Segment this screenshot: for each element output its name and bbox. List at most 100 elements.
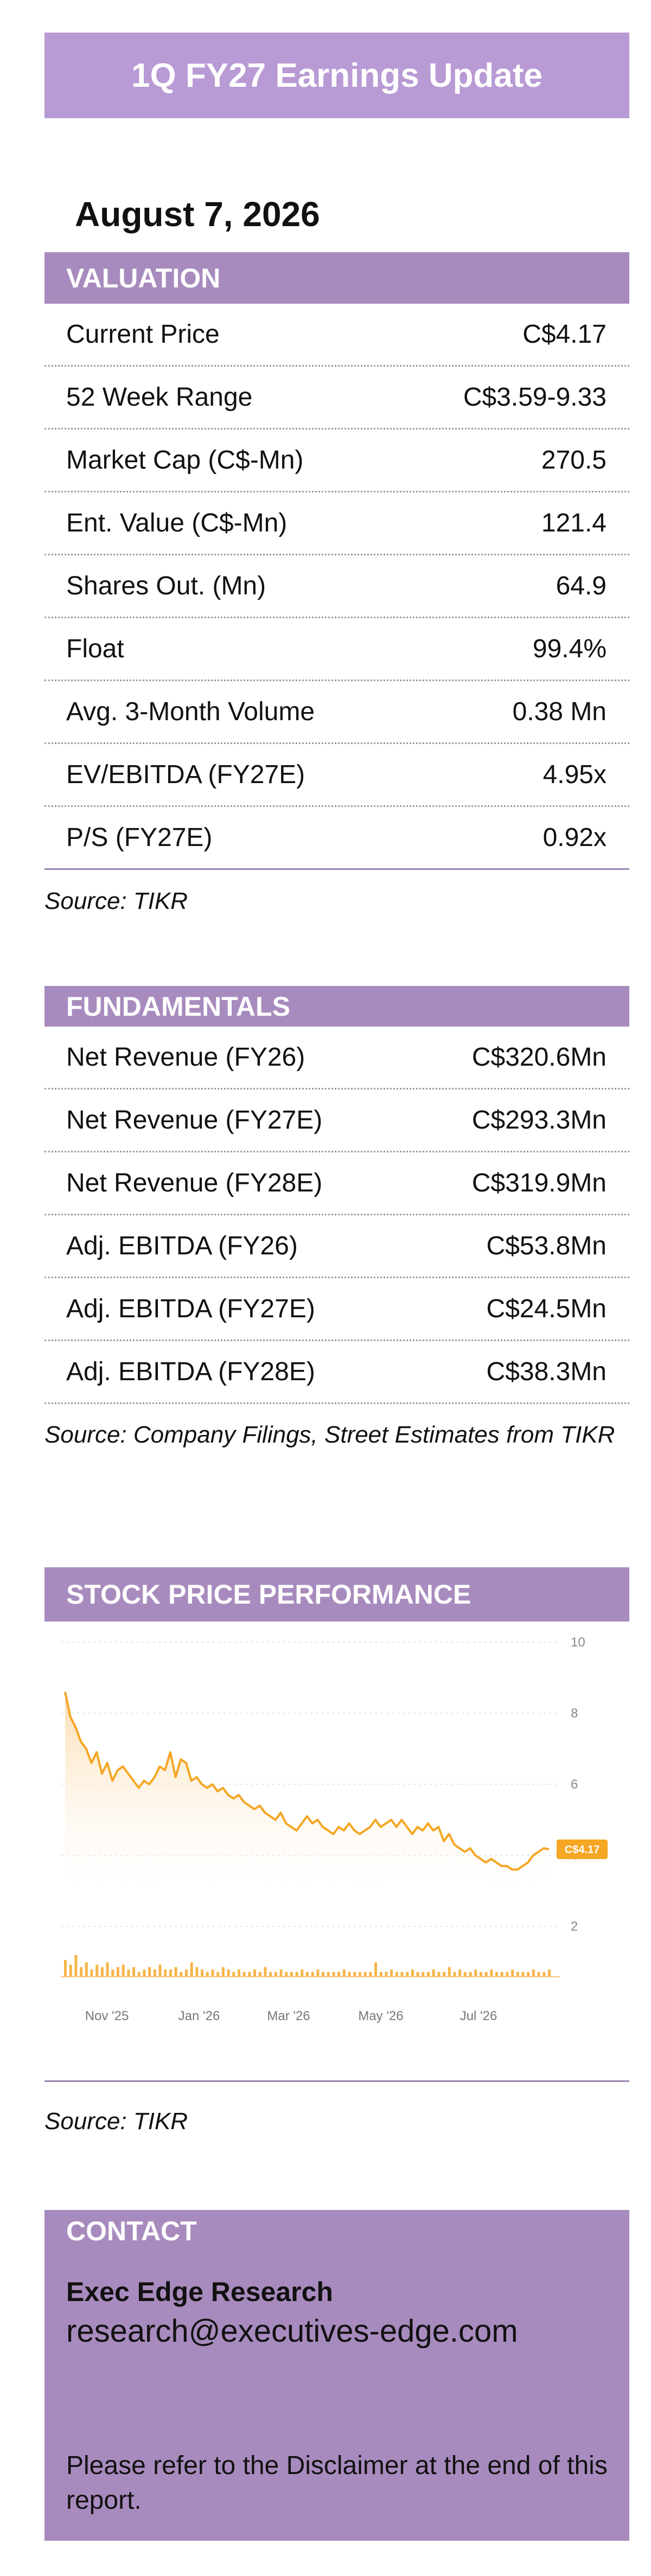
valuation-label: Float xyxy=(66,635,124,663)
fundamentals-value: C$320.6Mn xyxy=(471,1043,607,1072)
volume-bar xyxy=(221,1967,225,1977)
valuation-value: 99.4% xyxy=(532,635,607,663)
report-date: August 7, 2026 xyxy=(75,195,320,234)
volume-bar xyxy=(164,1969,167,1977)
contact-email-link[interactable]: research@executives-edge.com xyxy=(66,2314,518,2349)
volume-bar xyxy=(527,1972,530,1977)
volume-bar xyxy=(301,1969,304,1977)
report-title: 1Q FY27 Earnings Update xyxy=(131,56,542,94)
volume-bar xyxy=(143,1969,146,1977)
volume-bar xyxy=(495,1972,499,1977)
fundamentals-row: Adj. EBITDA (FY27E) C$24.5Mn xyxy=(44,1278,629,1341)
volume-bar xyxy=(195,1967,199,1977)
volume-bar xyxy=(148,1967,151,1977)
valuation-label: Ent. Value (C$-Mn) xyxy=(66,509,288,537)
volume-bar xyxy=(363,1972,367,1977)
price-area xyxy=(65,1691,549,1889)
fundamentals-row: Net Revenue (FY26) C$320.6Mn xyxy=(44,1027,629,1090)
contact-box: CONTACT Exec Edge Research research@exec… xyxy=(44,2210,629,2541)
x-tick-label: Mar '26 xyxy=(267,2009,310,2023)
price-badge-label: C$4.17 xyxy=(565,1844,600,1856)
volume-bar xyxy=(206,1972,209,1977)
volume-bar xyxy=(248,1972,251,1977)
volume-bar xyxy=(90,1969,93,1977)
volume-bar xyxy=(264,1967,267,1977)
valuation-row: 52 Week Range C$3.59-9.33 xyxy=(44,367,629,430)
fundamentals-row: Adj. EBITDA (FY28E) C$38.3Mn xyxy=(44,1341,629,1404)
volume-bar xyxy=(174,1967,177,1977)
volume-bar xyxy=(379,1972,382,1977)
y-tick-label: 10 xyxy=(571,1635,585,1650)
fundamentals-label: Adj. EBITDA (FY26) xyxy=(66,1232,298,1260)
volume-bar xyxy=(106,1962,109,1977)
valuation-row: Market Cap (C$-Mn) 270.5 xyxy=(44,430,629,492)
volume-bar xyxy=(295,1972,298,1977)
volume-bar xyxy=(479,1972,482,1977)
valuation-value: 121.4 xyxy=(541,509,607,537)
volume-bar xyxy=(369,1972,372,1977)
valuation-label: Current Price xyxy=(66,320,220,349)
volume-bar xyxy=(358,1972,361,1977)
volume-bar xyxy=(322,1972,325,1977)
x-tick-label: Nov '25 xyxy=(85,2009,129,2023)
volume-bar xyxy=(416,1972,419,1977)
volume-bar xyxy=(285,1972,288,1977)
volume-bar xyxy=(190,1962,193,1977)
chart-divider xyxy=(44,2080,629,2082)
valuation-label: P/S (FY27E) xyxy=(66,823,213,852)
volume-bar xyxy=(80,1967,83,1977)
volume-bar xyxy=(427,1972,430,1977)
fundamentals-value: C$38.3Mn xyxy=(486,1357,607,1386)
volume-bar xyxy=(342,1969,346,1977)
volume-bar xyxy=(506,1972,509,1977)
fundamentals-row: Net Revenue (FY27E) C$293.3Mn xyxy=(44,1090,629,1152)
y-tick-label: 8 xyxy=(571,1706,578,1721)
fundamentals-label: Net Revenue (FY26) xyxy=(66,1043,305,1072)
volume-bar xyxy=(253,1969,257,1977)
x-tick-label: Jan '26 xyxy=(178,2009,220,2023)
valuation-label: 52 Week Range xyxy=(66,383,253,412)
fundamentals-label: Net Revenue (FY27E) xyxy=(66,1106,323,1135)
volume-bar xyxy=(511,1969,514,1977)
volume-bar xyxy=(227,1969,230,1977)
volume-bar xyxy=(406,1972,409,1977)
volume-bar xyxy=(127,1969,130,1977)
valuation-row: Avg. 3-Month Volume 0.38 Mn xyxy=(44,681,629,744)
report-title-banner: 1Q FY27 Earnings Update xyxy=(44,33,629,118)
contact-header: CONTACT xyxy=(66,2216,197,2246)
volume-bar xyxy=(237,1969,240,1977)
valuation-row: EV/EBITDA (FY27E) 4.95x xyxy=(44,744,629,807)
disclaimer-note: Please refer to the Disclaimer at the en… xyxy=(66,2451,608,2515)
volume-bar xyxy=(374,1962,378,1977)
fundamentals-value: C$293.3Mn xyxy=(471,1106,607,1135)
volume-bar xyxy=(95,1964,99,1977)
valuation-value: 4.95x xyxy=(542,760,607,789)
volume-bar xyxy=(390,1969,393,1977)
volume-bar xyxy=(532,1969,535,1977)
volume-bar xyxy=(521,1972,525,1977)
volume-bar xyxy=(443,1972,446,1977)
fundamentals-header: FUNDAMENTALS xyxy=(44,986,629,1027)
x-tick-label: May '26 xyxy=(358,2009,403,2023)
valuation-source: Source: TIKR xyxy=(44,888,188,914)
volume-bar xyxy=(111,1969,114,1977)
volume-bar xyxy=(353,1972,356,1977)
volume-bar xyxy=(448,1967,451,1977)
valuation-label: Shares Out. (Mn) xyxy=(66,572,266,600)
volume-bar xyxy=(432,1969,435,1977)
volume-bar xyxy=(69,1964,72,1977)
fundamentals-label: Adj. EBITDA (FY27E) xyxy=(66,1295,315,1323)
volume-bar xyxy=(484,1972,488,1977)
fundamentals-source: Source: Company Filings, Street Estimate… xyxy=(44,1421,615,1448)
x-tick-label: Jul '26 xyxy=(460,2009,497,2023)
volume-bar xyxy=(458,1969,462,1977)
volume-bar xyxy=(395,1972,398,1977)
stock-performance-header: STOCK PRICE PERFORMANCE xyxy=(44,1567,629,1622)
volume-bar xyxy=(542,1972,546,1977)
fundamentals-value: C$53.8Mn xyxy=(486,1232,607,1260)
volume-bar xyxy=(537,1972,540,1977)
volume-bar xyxy=(490,1969,493,1977)
valuation-row: Shares Out. (Mn) 64.9 xyxy=(44,555,629,618)
